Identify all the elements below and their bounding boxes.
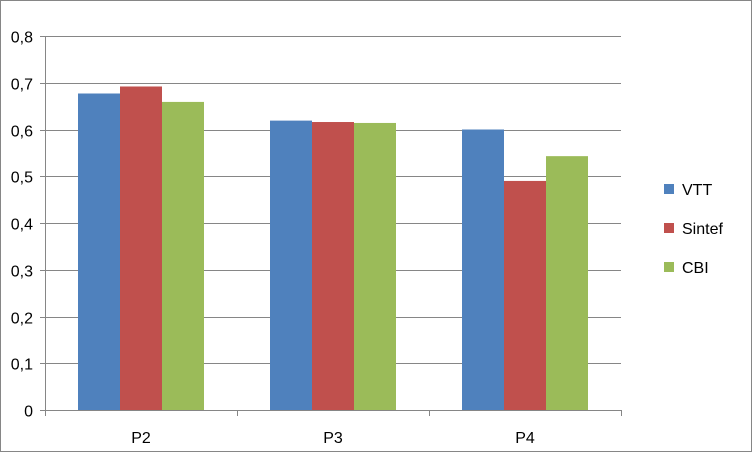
legend-label: CBI — [682, 260, 709, 277]
x-tick-labels: P2 P3 P4 — [131, 430, 535, 447]
y-tick-label: 0,4 — [11, 217, 33, 234]
bars — [78, 86, 588, 411]
legend-label: VTT — [682, 182, 712, 199]
legend-swatch — [664, 184, 674, 194]
y-tick-label: 0,2 — [11, 311, 33, 328]
bar-vtt-p3 — [270, 120, 312, 411]
x-tick-label: P4 — [515, 430, 535, 447]
legend: VTT Sintef CBI — [664, 182, 723, 277]
y-tick-label: 0,5 — [11, 170, 33, 187]
bar-cbi-p3 — [354, 122, 396, 410]
bar-vtt-p4 — [462, 129, 504, 410]
bar-sintef-p3 — [312, 122, 354, 411]
x-tick-label: P2 — [131, 430, 151, 447]
y-tick-label: 0,7 — [11, 77, 33, 94]
x-tick-label: P3 — [323, 430, 343, 447]
y-tick-label: 0 — [24, 404, 33, 421]
legend-swatch — [664, 223, 674, 233]
y-tick-label: 0,3 — [11, 264, 33, 281]
legend-label: Sintef — [682, 221, 723, 238]
y-tick-label: 0,6 — [11, 124, 33, 141]
bar-sintef-p2 — [120, 86, 162, 411]
bar-cbi-p2 — [162, 101, 204, 410]
bar-sintef-p4 — [504, 180, 546, 410]
y-tick-label: 0,1 — [11, 357, 33, 374]
axes — [40, 36, 622, 416]
bar-vtt-p2 — [78, 93, 120, 410]
y-tick-labels: 0 0,1 0,2 0,3 0,4 0,5 0,6 0,7 0,8 — [11, 30, 33, 421]
legend-swatch — [664, 262, 674, 272]
y-tick-label: 0,8 — [11, 30, 33, 47]
bar-cbi-p4 — [546, 156, 588, 410]
